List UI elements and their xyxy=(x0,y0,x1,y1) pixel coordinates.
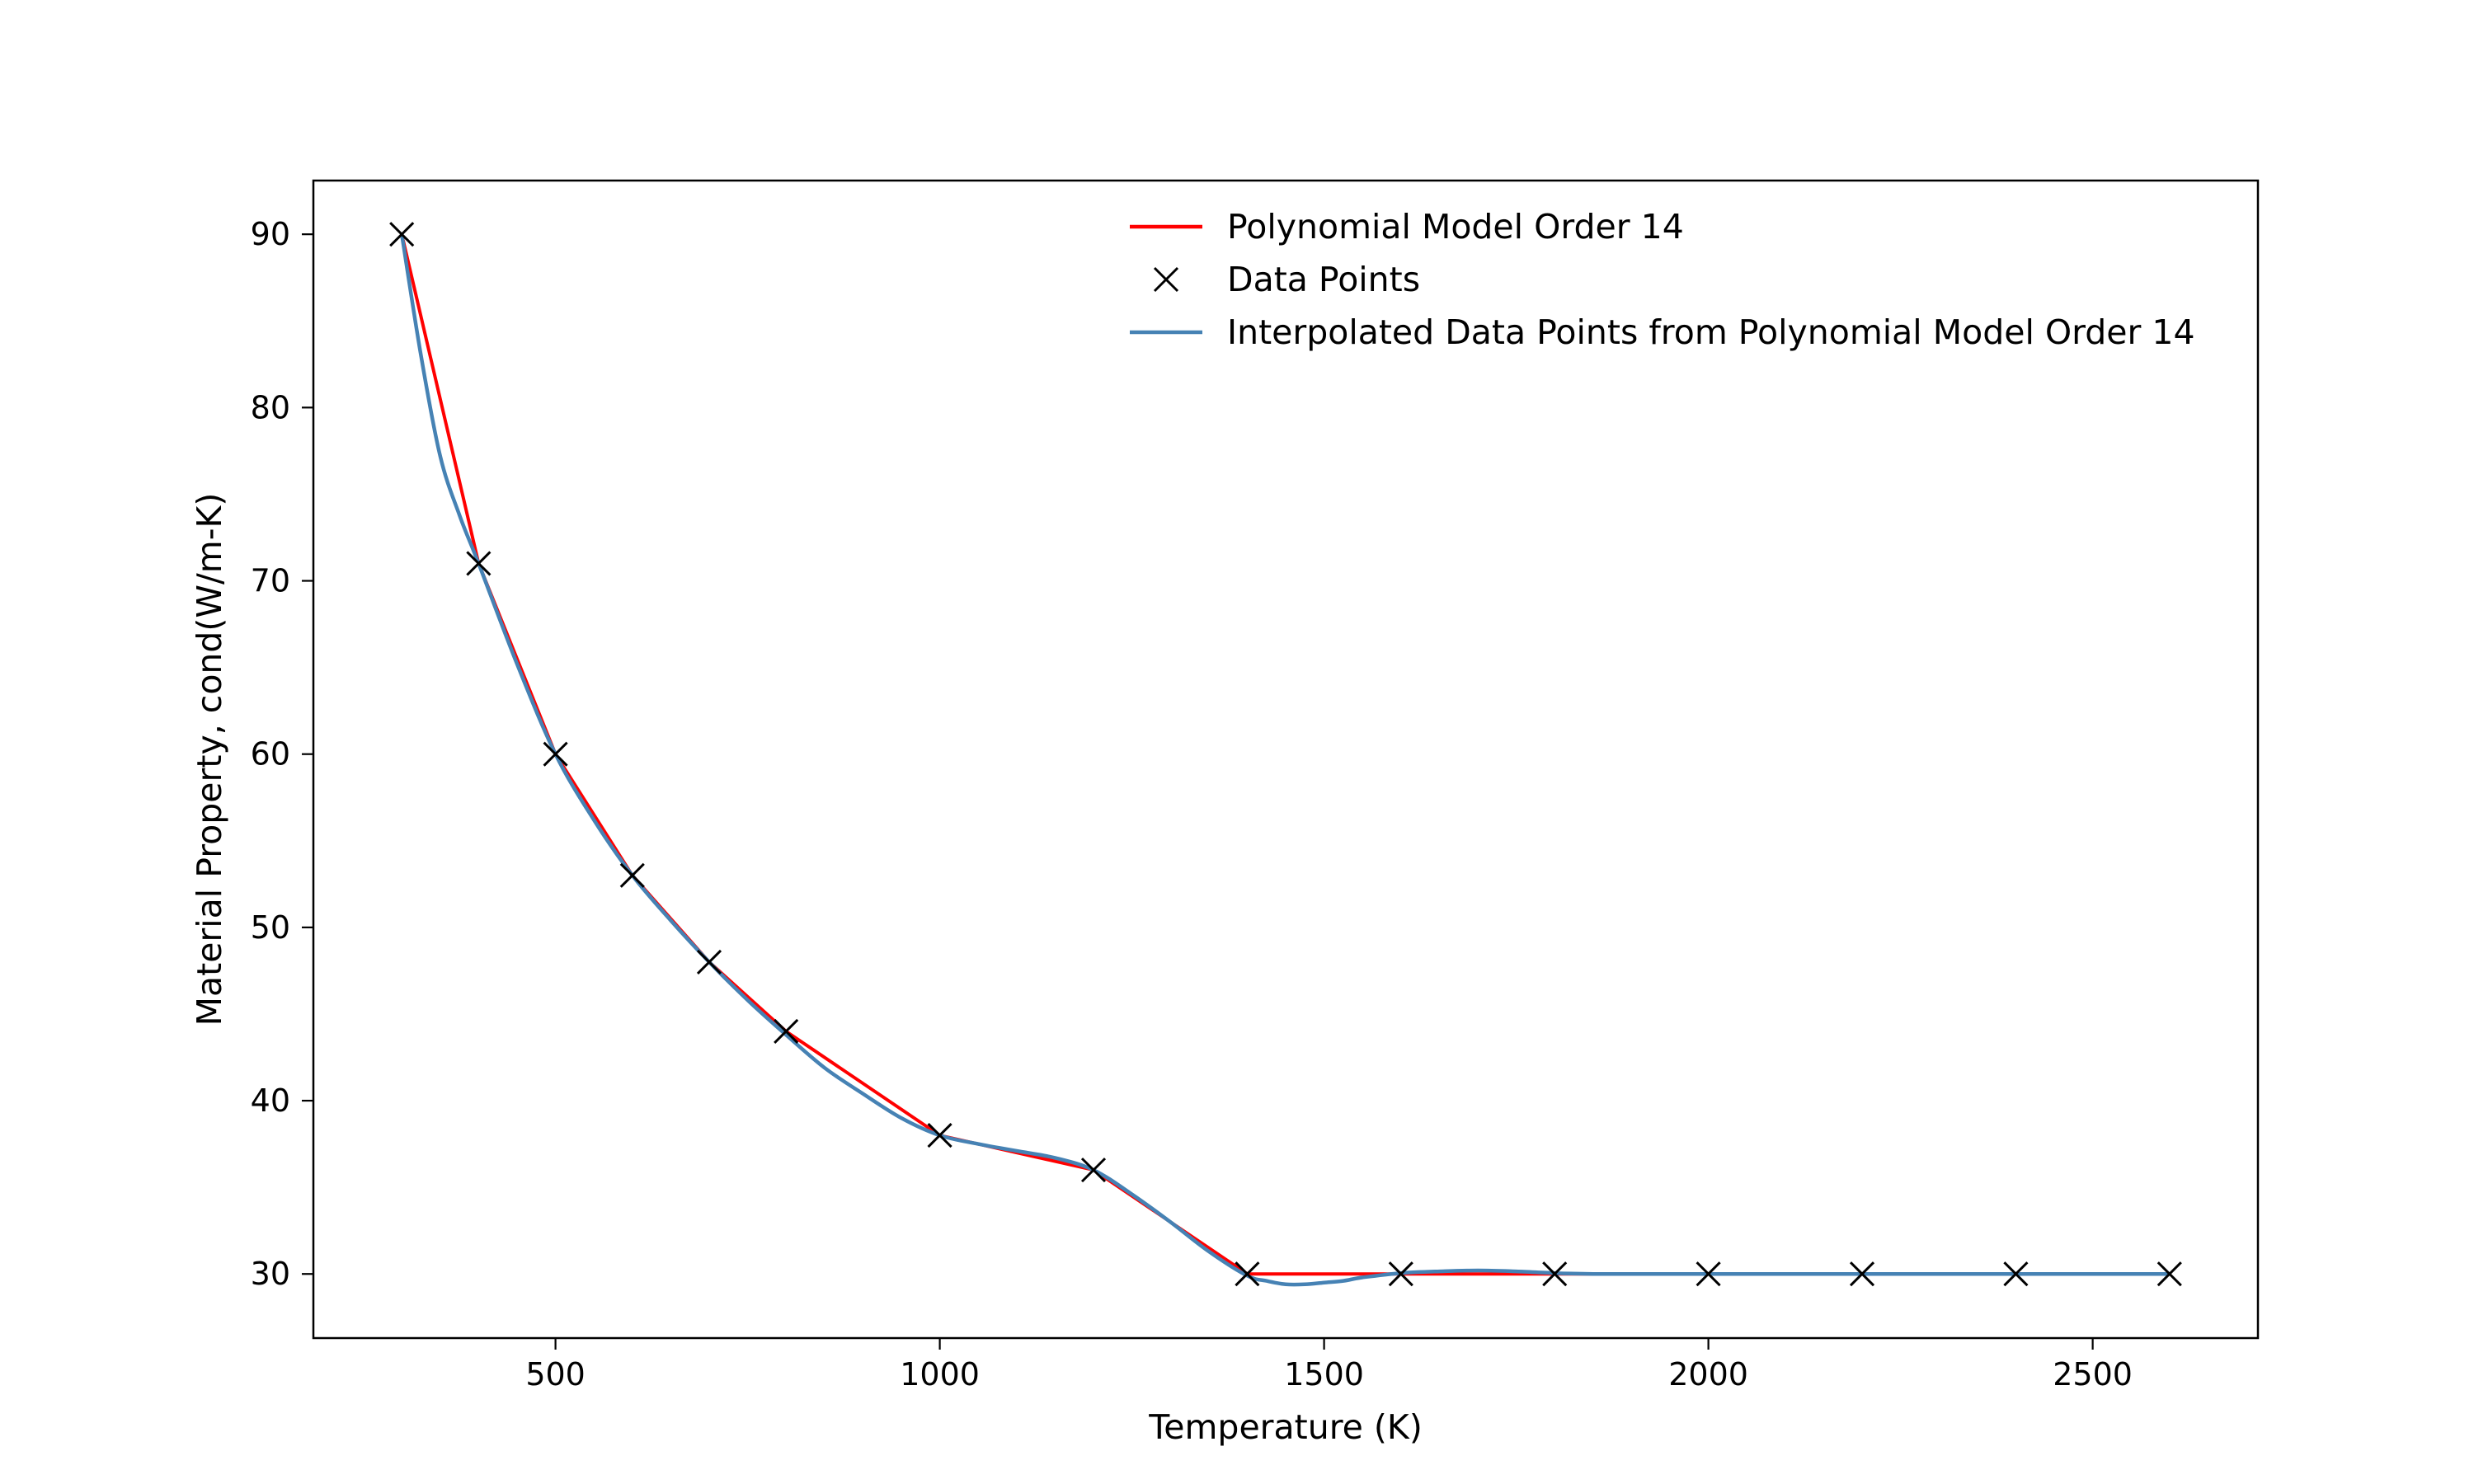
axes-frame xyxy=(312,179,2260,1340)
legend-entry-1: Polynomial Model Order 14 xyxy=(1130,207,1684,247)
data-point-700 xyxy=(696,949,722,974)
legend-entry-3: Interpolated Data Points from Polynomial… xyxy=(1130,312,2195,352)
y-tick-label-30: 30 xyxy=(251,1256,290,1292)
x-tick-label-500: 500 xyxy=(525,1356,586,1392)
legend-label: Polynomial Model Order 14 xyxy=(1227,207,1684,247)
data-point-500 xyxy=(543,741,568,767)
data-point-1800 xyxy=(1542,1261,1568,1287)
data-point-1000 xyxy=(927,1123,952,1148)
legend: Polynomial Model Order 14 Data Points Inte… xyxy=(1130,207,2195,352)
x-axis-label: Temperature (K) xyxy=(1148,1407,1423,1447)
plot-content xyxy=(389,222,2182,1287)
y-tick-label-80: 80 xyxy=(251,389,290,425)
x-axis: 500 1000 1500 2000 2500 xyxy=(525,1338,2133,1392)
y-tick-label-60: 60 xyxy=(251,736,290,773)
data-point-1600 xyxy=(1388,1261,1413,1287)
y-tick-label-40: 40 xyxy=(251,1082,290,1119)
y-tick-label-50: 50 xyxy=(251,909,290,946)
data-point-2600 xyxy=(2157,1261,2182,1287)
x-tick-label-2500: 2500 xyxy=(2053,1356,2133,1392)
data-point-2200 xyxy=(1849,1261,1875,1287)
data-point-2000 xyxy=(1696,1261,1721,1287)
data-point-400 xyxy=(466,551,492,576)
y-axis: 30 40 50 60 70 80 90 xyxy=(251,216,313,1292)
y-tick-label-70: 70 xyxy=(251,563,290,599)
data-point-2400 xyxy=(2003,1261,2029,1287)
legend-label: Interpolated Data Points from Polynomial… xyxy=(1227,312,2195,352)
data-point-800 xyxy=(774,1018,799,1045)
y-tick-label-90: 90 xyxy=(251,216,290,252)
legend-swatch-marker xyxy=(1153,266,1179,293)
data-point-300 xyxy=(389,222,415,247)
data-point-600 xyxy=(619,862,645,888)
x-tick-label-1500: 1500 xyxy=(1284,1356,1364,1392)
data-point-1200 xyxy=(1080,1158,1107,1183)
legend-label: Data Points xyxy=(1227,260,1420,299)
x-tick-label-1000: 1000 xyxy=(900,1356,980,1392)
y-axis-label: Material Property, cond(W/m-K) xyxy=(190,493,229,1026)
legend-entry-2: Data Points xyxy=(1153,260,1420,299)
x-tick-label-2000: 2000 xyxy=(1668,1356,1748,1392)
data-point-1400 xyxy=(1235,1261,1260,1287)
